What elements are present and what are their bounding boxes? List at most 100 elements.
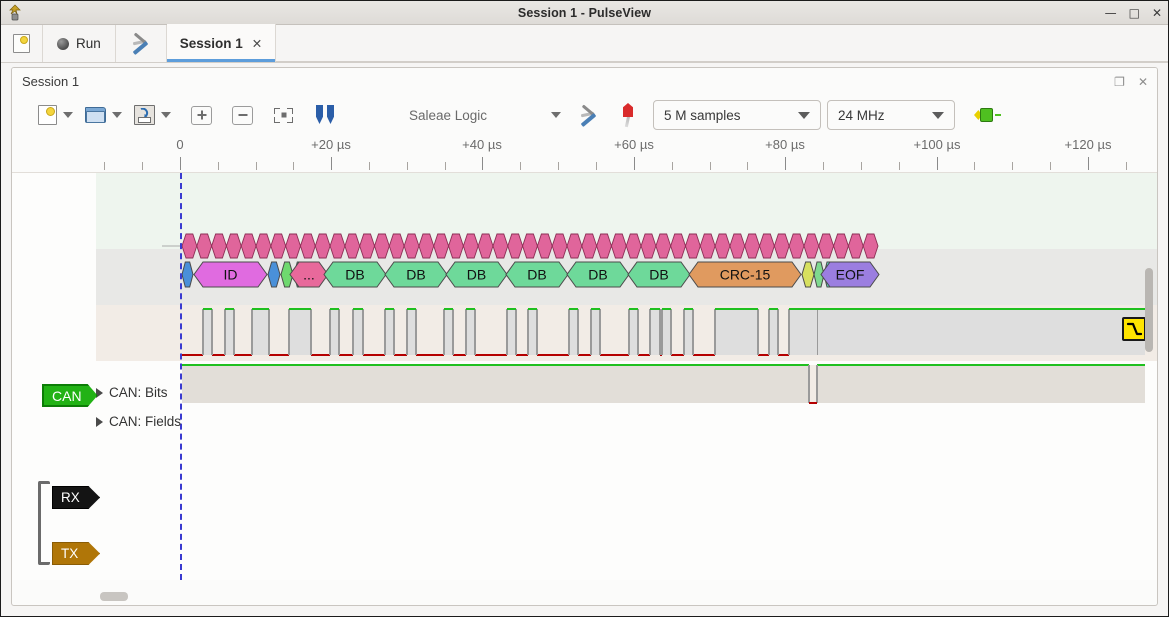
ruler-major-tick [331, 157, 332, 170]
svg-text:ID: ID [224, 267, 238, 283]
channel-group-bracket [38, 481, 50, 565]
ruler-minor-tick [558, 162, 559, 170]
ruler-minor-tick [1050, 162, 1051, 170]
ruler-minor-tick [899, 162, 900, 170]
svg-text:CRC-15: CRC-15 [720, 267, 771, 283]
open-file-button[interactable] [82, 101, 109, 129]
cursor-line[interactable] [180, 173, 182, 580]
ruler-minor-tick [672, 162, 673, 170]
pulseview-toolbar: Saleae Logic 5 M samples [12, 95, 1157, 135]
time-ruler[interactable]: 0 +20 µs +40 µs +60 µs +80 µs +100 µs +120 µs [12, 135, 1157, 173]
zoom-in-button[interactable] [188, 101, 215, 129]
channel-badge-rx[interactable]: RX [52, 486, 100, 509]
channel-probe-button[interactable] [615, 101, 641, 129]
sample-rate-selector[interactable]: 24 MHz [827, 100, 955, 130]
ruler-minor-tick [861, 162, 862, 170]
zoom-out-icon [232, 105, 253, 125]
subwindow-close-button[interactable]: ✕ [1137, 74, 1148, 89]
sample-count-value: 5 M samples [664, 107, 741, 123]
expander-triangle-icon[interactable] [96, 416, 103, 427]
ruler-minor-tick [445, 162, 446, 170]
ruler-minor-tick [596, 162, 597, 170]
new-session-button[interactable] [34, 101, 60, 129]
show-cursors-button[interactable] [311, 101, 341, 129]
cursors-icon [314, 105, 338, 125]
save-file-menu-chevron-down-icon[interactable] [161, 112, 171, 118]
trace-viewport[interactable]: ID... DB DB DB DB DB DB CRC-15 EOF CAN: Bits CAN… [12, 173, 1157, 580]
svg-text:DB: DB [467, 267, 486, 283]
decoder-lane-background [96, 173, 1157, 249]
device-config-icon [578, 104, 600, 127]
expander-triangle-icon[interactable] [96, 387, 103, 398]
svg-text:DB: DB [345, 267, 364, 283]
tab-label: Session 1 [179, 35, 243, 51]
ruler-minor-tick [1012, 162, 1013, 170]
run-button[interactable]: Run [43, 25, 116, 62]
main-toolbar: Run Session 1 ✕ [1, 24, 1168, 63]
ruler-label: +120 µs [1064, 137, 1112, 152]
horizontal-scrollbar[interactable] [96, 592, 1155, 601]
channel-badge-tx[interactable]: TX [52, 542, 100, 565]
ruler-label: +60 µs [614, 137, 654, 152]
ruler-minor-tick [142, 162, 143, 170]
open-folder-icon [85, 106, 106, 124]
new-session-menu-chevron-down-icon[interactable] [63, 112, 73, 118]
app-icon [6, 4, 24, 22]
new-document-icon [37, 105, 57, 125]
subwindow-titlebar: Session 1 ❐ ✕ [12, 68, 1157, 95]
device-config-button[interactable] [575, 101, 603, 129]
new-document-icon [13, 34, 30, 53]
zoom-out-button[interactable] [229, 101, 256, 129]
zoom-in-icon [191, 105, 212, 125]
decoder-row-fields[interactable]: CAN: Fields [96, 414, 181, 429]
open-file-menu-chevron-down-icon[interactable] [112, 112, 122, 118]
sample-rate-chevron-down-icon [932, 111, 944, 119]
window-controls: — □ ✕ [1105, 1, 1162, 25]
sample-count-selector[interactable]: 5 M samples [653, 100, 821, 130]
session-tabstrip: Session 1 ✕ [166, 24, 1168, 62]
decoder-row-bits[interactable]: CAN: Bits [96, 385, 168, 400]
ruler-major-tick [482, 157, 483, 170]
new-session-button[interactable] [1, 25, 43, 62]
run-label: Run [76, 36, 101, 51]
ruler-label: +40 µs [462, 137, 502, 152]
sample-count-chevron-down-icon [798, 111, 810, 119]
horizontal-scrollbar-thumb[interactable] [100, 592, 128, 601]
decoder-badge-can[interactable]: CAN [42, 384, 98, 407]
title-bar: Session 1 - PulseView — □ ✕ [1, 1, 1168, 25]
ruler-label: +80 µs [765, 137, 805, 152]
subwindow-title: Session 1 [22, 74, 80, 89]
ruler-label: +20 µs [311, 137, 351, 152]
trace-graphics: ID... DB DB DB DB DB DB CRC-15 EOF [162, 233, 1145, 404]
tools-icon [130, 32, 152, 55]
ruler-major-tick [180, 157, 181, 170]
device-chevron-down-icon [551, 112, 561, 118]
zoom-fit-icon [273, 106, 294, 125]
ruler-minor-tick [1126, 162, 1127, 170]
tab-close-icon[interactable]: ✕ [251, 36, 263, 51]
close-button[interactable]: ✕ [1151, 6, 1162, 20]
save-file-button[interactable] [131, 101, 158, 129]
settings-button[interactable] [116, 25, 167, 62]
device-selector[interactable]: Saleae Logic [403, 108, 561, 123]
svg-text:DB: DB [588, 267, 607, 283]
session-subwindow: Session 1 ❐ ✕ [11, 67, 1158, 606]
ruler-minor-tick [293, 162, 294, 170]
ruler-major-tick [937, 157, 938, 170]
decoder-row-fields-label: CAN: Fields [109, 414, 182, 429]
maximize-button[interactable]: □ [1128, 6, 1140, 20]
minimize-button[interactable]: — [1104, 6, 1117, 20]
ruler-minor-tick [104, 162, 105, 170]
window-title: Session 1 - PulseView [517, 5, 652, 20]
ruler-minor-tick [747, 162, 748, 170]
ruler-minor-tick [369, 162, 370, 170]
falling-edge-trigger-icon[interactable] [1122, 317, 1146, 341]
zoom-fit-button[interactable] [270, 101, 297, 129]
subwindow-restore-button[interactable]: ❐ [1114, 74, 1125, 89]
save-disk-icon [134, 105, 155, 125]
device-label: Saleae Logic [409, 107, 488, 123]
vertical-scrollbar-thumb[interactable] [1145, 268, 1153, 352]
tab-session-1[interactable]: Session 1 ✕ [166, 24, 277, 62]
ruler-minor-tick [218, 162, 219, 170]
